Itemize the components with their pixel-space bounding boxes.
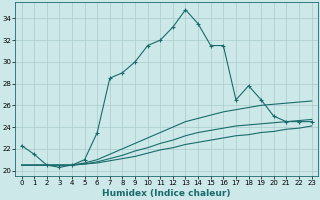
X-axis label: Humidex (Indice chaleur): Humidex (Indice chaleur)	[102, 189, 231, 198]
